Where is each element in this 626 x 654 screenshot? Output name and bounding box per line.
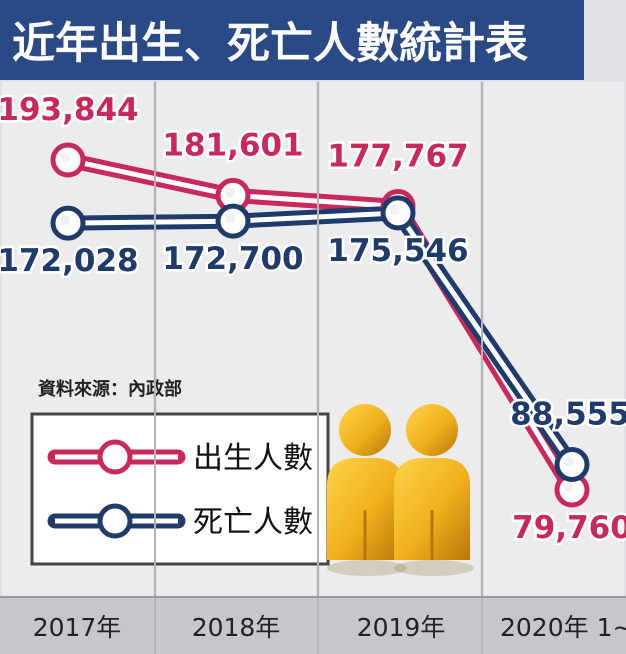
x-tick-label: 2020年 1~6: [500, 613, 626, 642]
data-label: 88,555: [510, 397, 626, 433]
source-note: 資料來源：內政部: [38, 378, 182, 400]
person-icon: [327, 404, 407, 576]
data-point-highlight: [564, 482, 574, 492]
person-icon: [394, 404, 474, 576]
data-point-highlight: [225, 213, 235, 224]
x-tick-label: 2017年: [33, 613, 122, 642]
x-axis-band: [0, 597, 626, 654]
series-lines: [60, 152, 580, 498]
chart-title: 近年出生、死亡人數統計表: [12, 19, 528, 69]
data-point-highlight: [60, 215, 70, 226]
legend-box: [30, 412, 330, 566]
legend-label: 死亡人數: [193, 505, 313, 540]
x-tick-label: 2018年: [192, 613, 281, 642]
series-line-deaths-inner: [65, 210, 575, 468]
data-label: 172,700: [162, 241, 303, 277]
legend-marker: [97, 503, 133, 539]
data-point-highlight: [390, 204, 400, 215]
data-label: 79,760: [512, 510, 626, 546]
legend-label: 出生人數: [193, 441, 313, 476]
column-band: [484, 82, 624, 597]
series-points: [50, 142, 590, 508]
title-box: [0, 0, 584, 80]
data-point-highlight: [225, 187, 235, 198]
data-labels: 193,844 181,601 177,767 79,760 172,028 172,70…: [0, 90, 626, 549]
data-point-highlight: [564, 456, 574, 467]
title-banner: 近年出生、死亡人數統計表: [0, 0, 584, 80]
legend-marker: [97, 439, 133, 475]
data-label: 181,601: [162, 127, 303, 163]
data-label: 193,844: [0, 92, 139, 128]
data-point-highlight: [60, 152, 70, 162]
data-label: 177,767: [327, 139, 468, 175]
x-tick-label: 2019年: [357, 613, 446, 642]
people-illustration: [327, 404, 474, 576]
x-axis: 2017年 2018年 2019年 2020年 1~6: [0, 82, 626, 654]
data-label: 175,546: [327, 233, 468, 269]
data-label: 172,028: [0, 243, 139, 279]
